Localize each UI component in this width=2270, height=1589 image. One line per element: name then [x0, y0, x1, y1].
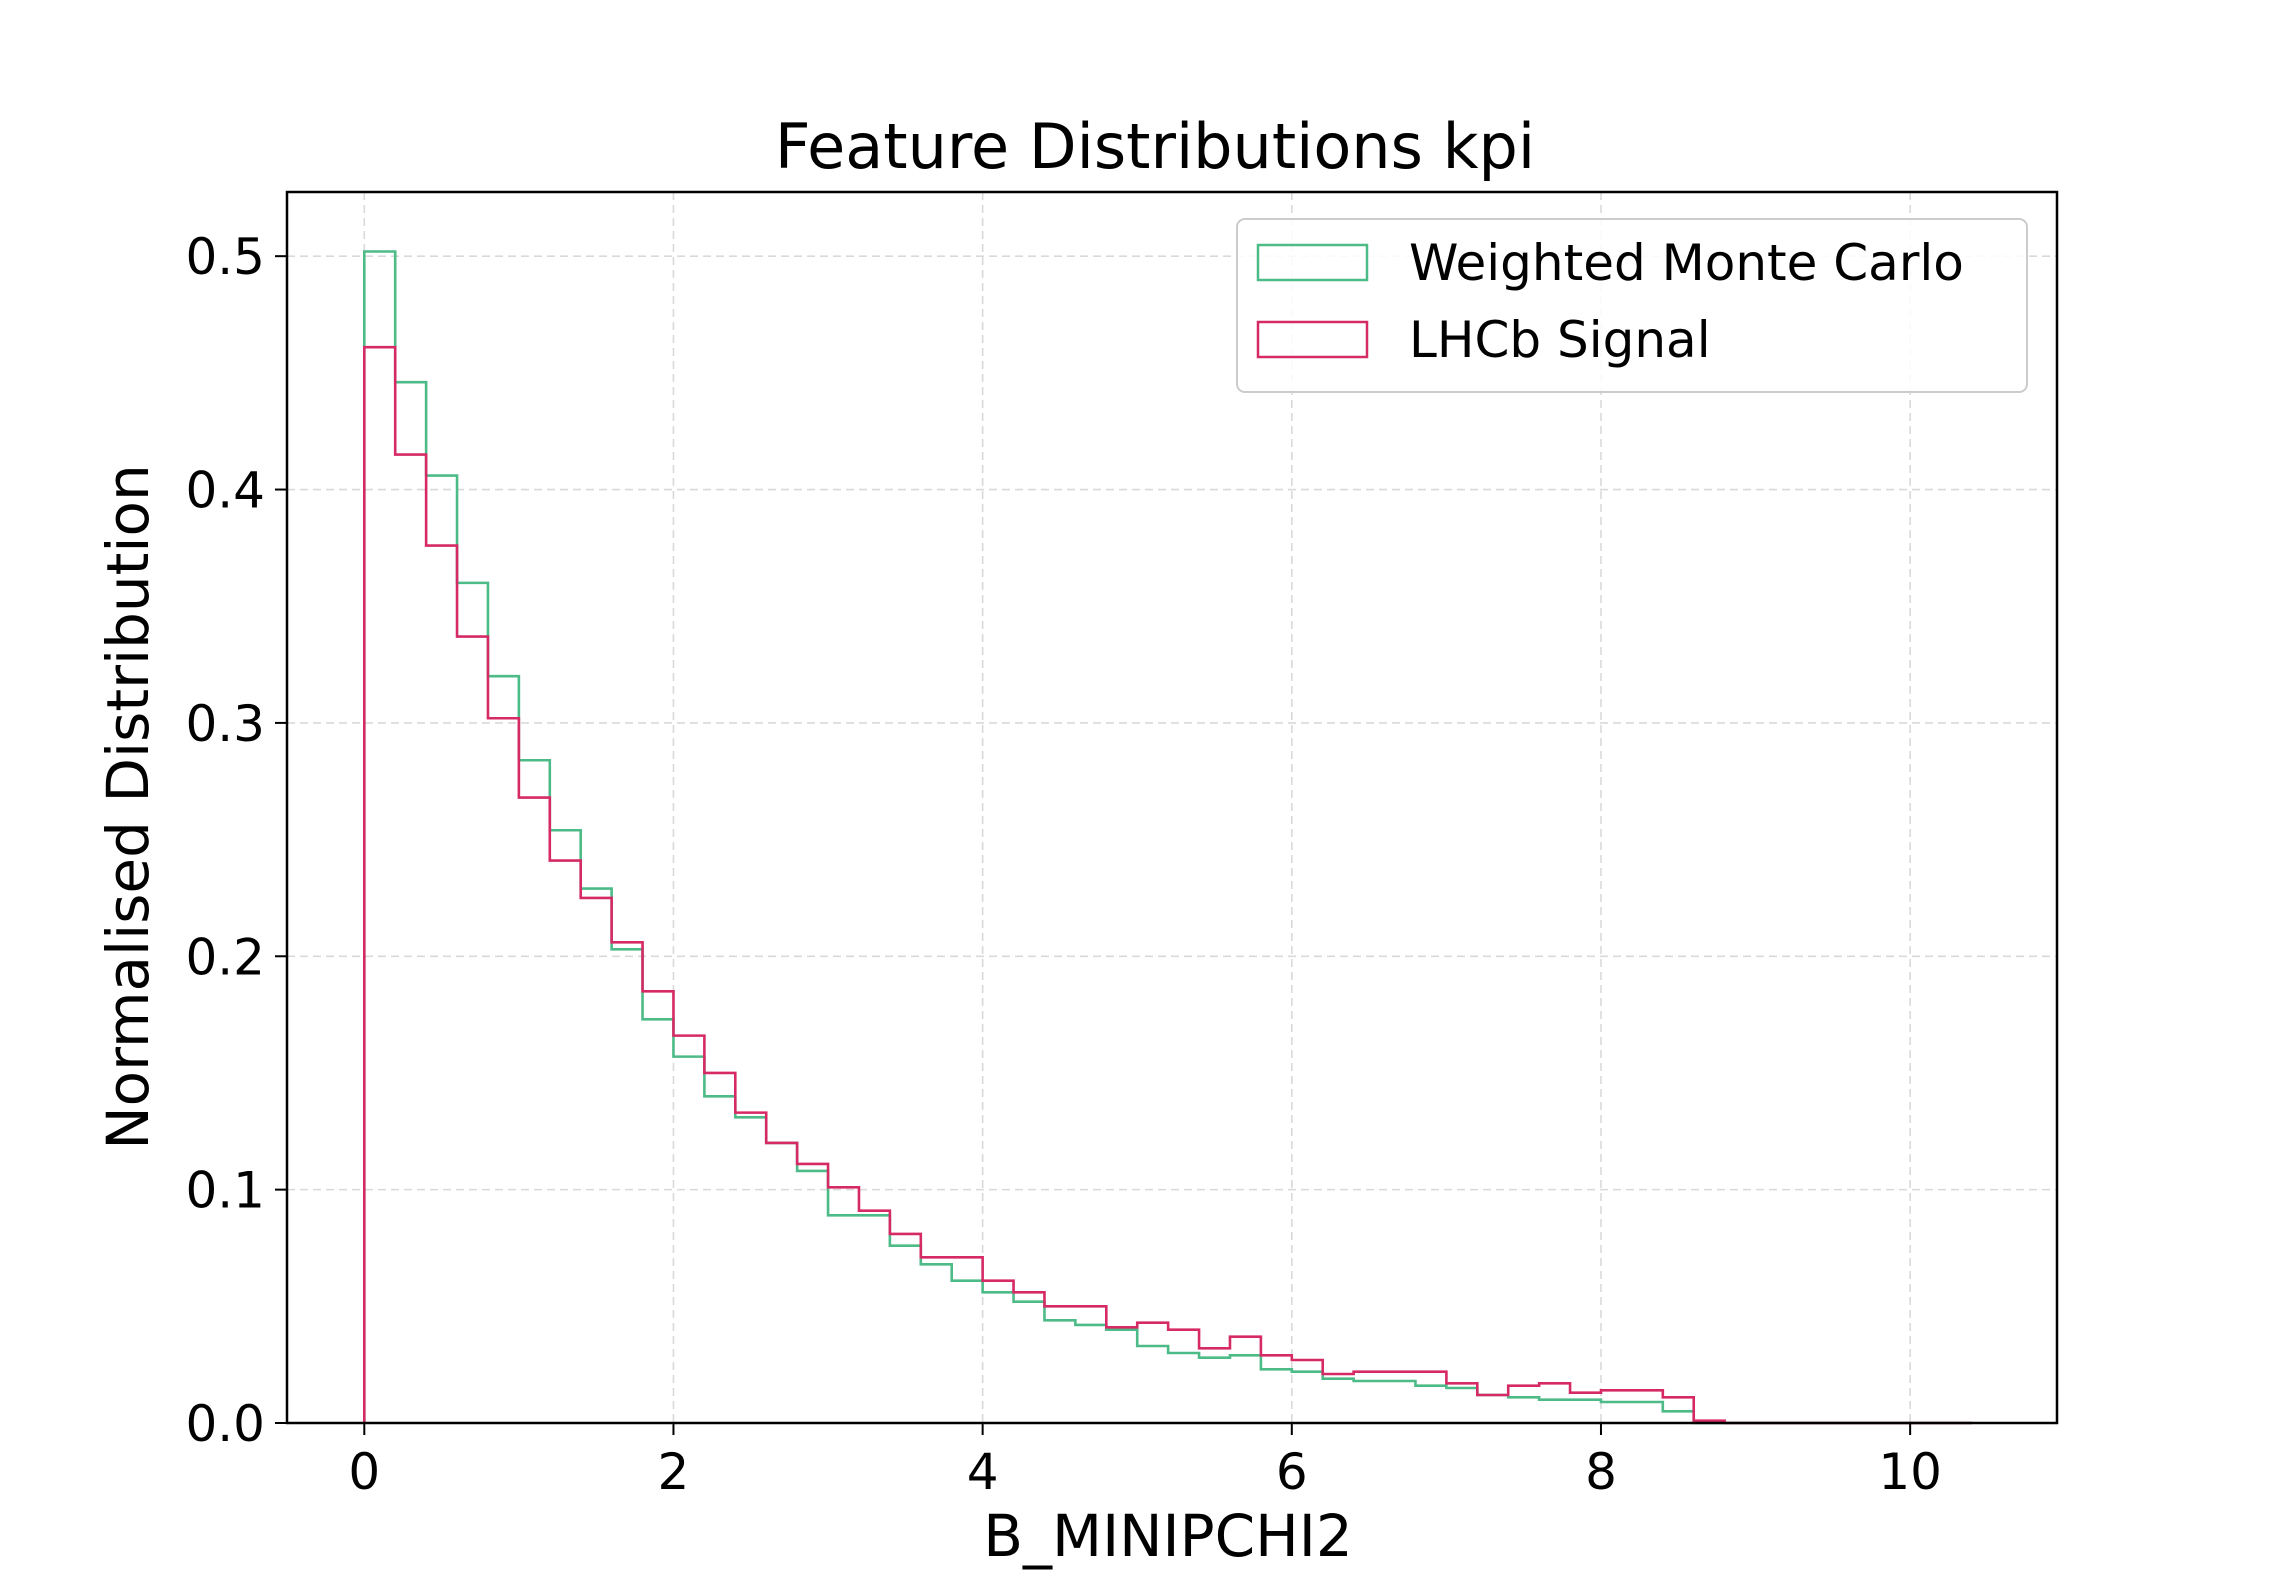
histogram-series-weighted-monte-carlo [362, 250, 1972, 1425]
y-tick-label: 0.5 [185, 228, 265, 286]
y-tick-label: 0.0 [185, 1395, 265, 1453]
x-tick-label: 2 [658, 1443, 690, 1501]
x-tick-label: 10 [1878, 1443, 1942, 1501]
x-tick-label: 4 [967, 1443, 999, 1501]
series-layer [362, 250, 1972, 1425]
plot-frame [285, 190, 2059, 1425]
y-tick-label: 0.1 [185, 1162, 265, 1220]
y-axis-label: Normalised Distribution [94, 464, 162, 1150]
legend-label-lhcb-signal: LHCb Signal [1409, 311, 1711, 369]
legend-label-weighted-monte-carlo: Weighted Monte Carlo [1409, 234, 1964, 292]
x-tick-label: 0 [348, 1443, 380, 1501]
y-tick-label: 0.3 [185, 695, 265, 753]
histogram-series-lhcb-signal [362, 345, 1972, 1425]
y-tick-label: 0.4 [185, 462, 265, 520]
x-axis-ticks: 0 2 4 6 8 10 [348, 1423, 1942, 1501]
y-tick-label: 0.2 [185, 928, 265, 986]
chart-title: Feature Distributions kpi [775, 110, 1535, 183]
x-tick-label: 8 [1585, 1443, 1617, 1501]
x-tick-label: 6 [1276, 1443, 1308, 1501]
x-axis-label: B_MINIPCHI2 [983, 1502, 1353, 1570]
legend-box [1236, 218, 2028, 393]
y-axis-ticks: 0.0 0.1 0.2 0.3 0.4 0.5 [185, 228, 287, 1453]
legend-swatch-weighted-monte-carlo [1256, 243, 1369, 282]
legend: Weighted Monte Carlo LHCb Signal [1236, 218, 2028, 393]
legend-swatch-lhcb-signal [1256, 320, 1369, 359]
